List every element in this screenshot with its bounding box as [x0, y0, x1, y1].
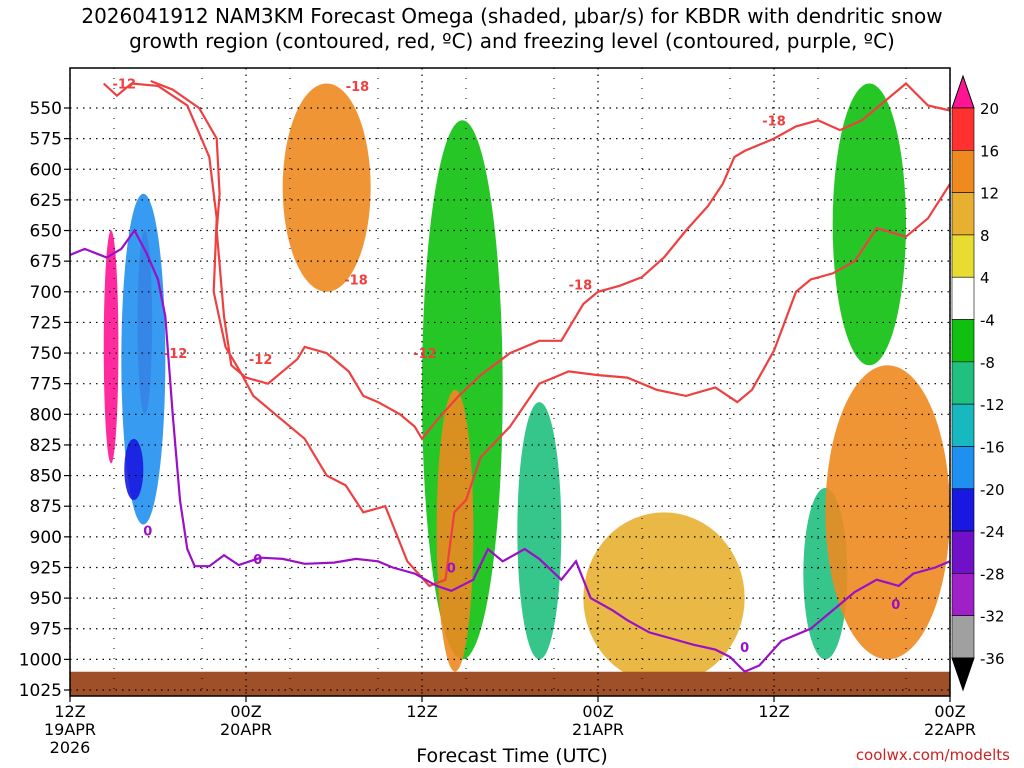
x-tick-label-60: 00Z — [934, 702, 965, 721]
colorbar-top-arrow — [951, 74, 975, 109]
colorbar-label-10: -24 — [980, 523, 1005, 541]
colorbar-label-12: -32 — [980, 608, 1005, 626]
y-tick-label-825: 825 — [30, 436, 62, 456]
colorbar-bin-4 — [951, 234, 975, 278]
colorbar-label-11: -28 — [980, 565, 1005, 583]
y-tick-label-850: 850 — [30, 467, 62, 487]
y-axis: 550 575 600 625 650 675 700 725 750 775 800 825 850 8… — [19, 99, 70, 701]
terrain-band — [70, 671, 950, 696]
colorbar-label-13: -36 — [980, 650, 1005, 668]
colorbar-bin-2 — [951, 150, 975, 193]
title-line-1: 2026041912 NAM3KM Forecast Omega (shaded… — [81, 4, 943, 28]
colorbar-label-8: -16 — [980, 438, 1005, 456]
isotherm-minus-12-label-2: -12 — [249, 353, 273, 368]
x-tick-label-48: 12Z — [758, 702, 789, 721]
colorbar-label-5: -4 — [980, 312, 995, 330]
colorbar-bin-6 — [951, 319, 975, 363]
y-tick-label-575: 575 — [30, 130, 62, 150]
freezing-level-label-1: 0 — [253, 553, 262, 568]
y-tick-label-975: 975 — [30, 620, 62, 640]
colorbar-bin-1 — [951, 107, 975, 151]
y-tick-label-950: 950 — [30, 589, 62, 609]
colorbar-bin-7 — [951, 361, 975, 405]
omega-shading — [103, 83, 950, 684]
colorbar: 20 16 12 8 4 -4 -8 -12 -16 -20 -24 -28 -32 -36 — [951, 74, 1005, 692]
x-tick-sub-60: 22APR — [924, 720, 976, 739]
colorbar-bin-11 — [951, 530, 975, 574]
y-tick-label-700: 700 — [30, 283, 62, 303]
x-tick-sub-36: 21APR — [572, 720, 624, 739]
colorbar-label-4: 4 — [980, 269, 990, 287]
x-tick-label-0: 12Z — [54, 702, 85, 721]
isotherm-minus-12-label-0: -12 — [113, 77, 137, 92]
omega-negative-right-1 — [832, 83, 906, 366]
x-tick-sub2-0: 2026 — [50, 738, 91, 757]
freezing-level-label-2: 0 — [447, 561, 456, 576]
y-tick-label-925: 925 — [30, 558, 62, 578]
terrain-layer — [70, 671, 950, 696]
y-tick-label-900: 900 — [30, 528, 62, 548]
title-line-2: growth region (contoured, red, ºC) and f… — [129, 29, 895, 53]
colorbar-label-6: -8 — [980, 354, 995, 372]
colorbar-bin-9 — [951, 446, 975, 490]
isotherm-minus-18-label-3: -18 — [569, 278, 593, 293]
chart-title: 2026041912 NAM3KM Forecast Omega (shaded… — [0, 4, 1024, 54]
omega-positive-upper-mid — [282, 83, 371, 292]
x-tick-label-24: 12Z — [406, 702, 437, 721]
x-tick-sub-0: 19APR — [44, 720, 96, 739]
x-tick-label-12: 00Z — [230, 702, 261, 721]
y-tick-label-1000: 1000 — [19, 650, 62, 670]
isotherm-minus-12-label-3: -12 — [413, 347, 437, 362]
y-tick-label-600: 600 — [30, 160, 62, 180]
isotherm-minus-18 — [150, 79, 950, 441]
contour-layer: -12 -12 -12 -12 -18 -18 -18 -18 0 0 0 0 0 — [70, 77, 950, 673]
y-tick-label-625: 625 — [30, 191, 62, 211]
colorbar-bin-10 — [951, 488, 975, 532]
isotherm-minus-18-label-1: -18 — [344, 274, 368, 289]
y-tick-label-750: 750 — [30, 344, 62, 364]
omega-positive-mid-1 — [436, 389, 474, 672]
x-axis-title: Forecast Time (UTC) — [416, 745, 608, 767]
omega-negative-deep — [124, 438, 144, 501]
plot-frame — [69, 67, 951, 697]
omega-positive-low — [583, 512, 745, 684]
freezing-level-label-0: 0 — [143, 525, 152, 540]
colorbar-bin-13 — [951, 615, 975, 659]
y-tick-label-875: 875 — [30, 497, 62, 517]
y-tick-label-725: 725 — [30, 313, 62, 333]
y-tick-label-650: 650 — [30, 222, 62, 242]
colorbar-label-9: -20 — [980, 481, 1005, 499]
x-tick-label-36: 00Z — [582, 702, 613, 721]
y-tick-label-550: 550 — [30, 99, 62, 119]
isotherm-minus-18-label-0: -18 — [346, 80, 370, 95]
freezing-level — [70, 228, 950, 673]
colorbar-label-2: 12 — [980, 185, 999, 203]
y-tick-label-1025: 1025 — [19, 681, 62, 701]
y-tick-label-675: 675 — [30, 252, 62, 272]
x-tick-sub-12: 20APR — [220, 720, 272, 739]
omega-negative-mid-2 — [517, 402, 562, 660]
site-credit: coolwx.com/modelts — [855, 746, 1010, 764]
colorbar-bin-8 — [951, 403, 975, 447]
colorbar-label-0: 20 — [980, 100, 999, 118]
colorbar-bottom-arrow — [951, 657, 975, 692]
omega-positive-right — [825, 365, 950, 660]
colorbar-label-3: 8 — [980, 227, 990, 245]
isotherm-minus-12-label-1: -12 — [164, 347, 188, 362]
colorbar-bin-5 — [951, 276, 975, 320]
omega-positive-left-1 — [103, 230, 119, 464]
freezing-level-label-3: 0 — [740, 641, 749, 656]
isotherm-minus-12 — [102, 82, 950, 588]
colorbar-label-1: 16 — [980, 142, 999, 160]
freezing-level-label-4: 0 — [891, 598, 900, 613]
colorbar-bin-12 — [951, 573, 975, 616]
y-tick-label-800: 800 — [30, 405, 62, 425]
isotherm-minus-18-label-2: -18 — [762, 114, 786, 129]
y-tick-label-775: 775 — [30, 375, 62, 395]
colorbar-label-7: -12 — [980, 396, 1005, 414]
colorbar-bin-3 — [951, 192, 975, 236]
